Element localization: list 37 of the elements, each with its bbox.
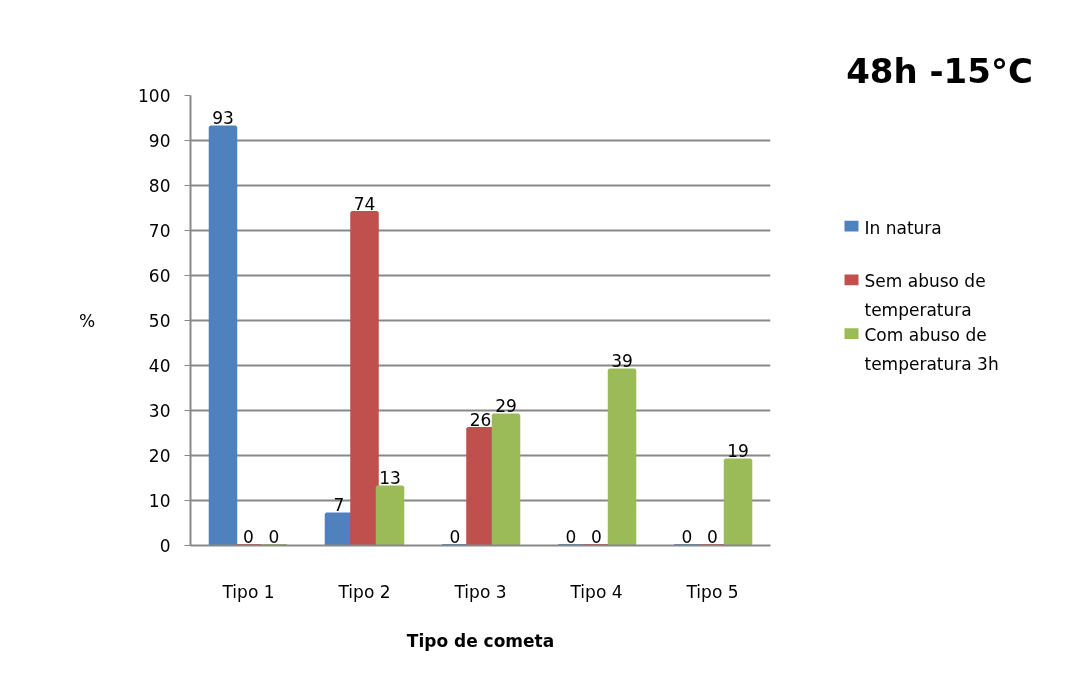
data-label: 0 bbox=[681, 526, 693, 547]
y-tick-label: 10 bbox=[148, 491, 171, 511]
data-label: 0 bbox=[243, 526, 254, 547]
data-label: 0 bbox=[565, 526, 577, 547]
x-tick-label: Tipo 2 bbox=[337, 581, 391, 602]
y-tick-label: 80 bbox=[148, 176, 171, 196]
data-label: 74 bbox=[353, 193, 376, 214]
y-axis-title: % bbox=[78, 310, 96, 331]
y-tick-label: 60 bbox=[148, 266, 171, 286]
data-label: 13 bbox=[379, 468, 401, 488]
text: 48h -15°C bbox=[846, 50, 1033, 91]
legend-label: Sem abuso de temperatura bbox=[864, 271, 986, 321]
data-label: 0 bbox=[449, 526, 461, 547]
y-tick-label: 30 bbox=[148, 401, 171, 421]
y-tick-label: 70 bbox=[148, 221, 171, 241]
legend-label: In natura bbox=[864, 217, 942, 238]
x-tick-label: Tipo 3 bbox=[453, 581, 507, 602]
y-tick-label: 0 bbox=[159, 536, 171, 556]
y-tick-label: 100 bbox=[138, 86, 171, 106]
data-label: 0 bbox=[591, 526, 602, 547]
data-label: 0 bbox=[268, 526, 280, 547]
y-tick-label: 90 bbox=[148, 131, 171, 151]
data-label: 93 bbox=[212, 108, 234, 128]
x-tick-label: Tipo 5 bbox=[685, 581, 739, 602]
y-tick-label: 40 bbox=[148, 356, 171, 376]
y-tick-label: 20 bbox=[148, 446, 171, 466]
data-label: 26 bbox=[469, 409, 492, 430]
x-axis-title: Tipo de cometa bbox=[406, 630, 555, 651]
data-label: 7 bbox=[333, 495, 345, 515]
data-label: 19 bbox=[727, 441, 749, 461]
y-tick-label: 50 bbox=[148, 311, 171, 331]
data-label: 39 bbox=[611, 351, 633, 371]
data-label: 0 bbox=[707, 526, 718, 547]
x-tick-label: Tipo 1 bbox=[221, 581, 275, 602]
legend-label: Com abuso de temperatura 3h bbox=[864, 325, 999, 375]
x-tick-label: Tipo 4 bbox=[569, 581, 623, 602]
data-label: 29 bbox=[495, 396, 517, 416]
